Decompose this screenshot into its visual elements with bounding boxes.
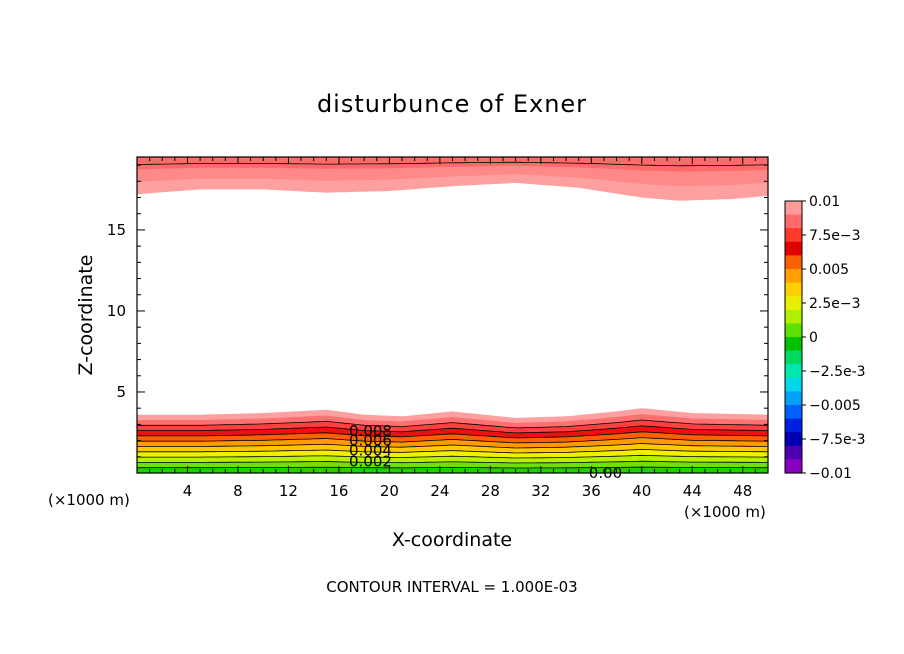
x-unit-right: (×1000 m) (684, 503, 766, 521)
colorbar-swatch (785, 323, 802, 338)
colorbar-swatch (785, 391, 802, 406)
colorbar-swatch (785, 214, 802, 229)
x-tick-label: 8 (233, 482, 243, 500)
x-tick-label: 32 (531, 482, 550, 500)
contour-fills (137, 157, 768, 473)
colorbar-label: −0.005 (809, 398, 861, 414)
x-unit-left: (×1000 m) (48, 491, 130, 509)
x-axis-ticks: 4 8 12 16 20 24 28 32 36 40 44 48 (149, 157, 756, 500)
contour-label: 0.008 (349, 422, 392, 440)
top-contour-band (137, 157, 768, 172)
y-axis-ticks: 5 10 15 (107, 164, 768, 458)
x-tick-label: 16 (329, 482, 348, 500)
colorbar-swatch (785, 269, 802, 284)
bottom-contour-line (137, 466, 768, 469)
colorbar: 0.01 7.5e−3 0.005 2.5e−3 0 −2.5e-3 −0.005 −7.5e… (784, 194, 866, 482)
x-tick-label: 44 (683, 482, 702, 500)
colorbar-swatch (785, 201, 802, 216)
top-contour-line (137, 161, 768, 167)
colorbar-label: 7.5e−3 (809, 228, 861, 244)
x-tick-label: 20 (380, 482, 399, 500)
contour-label: 0.002 (349, 453, 392, 471)
chart-title: disturbunce of Exner (317, 90, 587, 118)
colorbar-swatch (785, 241, 802, 256)
colorbar-swatch (785, 418, 802, 433)
colorbar-label: −0.01 (809, 466, 852, 482)
contour-label: 0.004 (349, 441, 392, 459)
x-tick-label: 12 (279, 482, 298, 500)
colorbar-swatch (785, 282, 802, 297)
colorbar-swatch (785, 459, 802, 474)
colorbar-swatch (785, 255, 802, 270)
bottom-contour-line (137, 425, 768, 434)
bottom-contour-line (137, 443, 768, 449)
x-tick-label: 28 (481, 482, 500, 500)
bottom-contour-line (137, 419, 768, 429)
contour-lines (137, 161, 768, 469)
y-axis-label: Z-coordinate (75, 255, 97, 376)
x-axis-label: X-coordinate (392, 529, 512, 551)
colorbar-swatch (785, 405, 802, 420)
bottom-contour-line (137, 437, 768, 444)
colorbar-label: −7.5e-3 (809, 432, 866, 448)
x-tick-label: 4 (183, 482, 193, 500)
x-tick-label: 48 (733, 482, 752, 500)
colorbar-swatch (785, 377, 802, 392)
bottom-contour-line (137, 431, 768, 439)
bottom-contour-line (137, 448, 768, 454)
colorbar-swatch (785, 296, 802, 311)
colorbar-label: −2.5e-3 (809, 364, 866, 380)
x-tick-label: 36 (582, 482, 601, 500)
contour-interval-note: CONTOUR INTERVAL = 1.000E-03 (326, 578, 577, 596)
colorbar-label: 0 (809, 330, 818, 346)
contour-label: 0.006 (349, 432, 392, 450)
y-tick-label: 5 (116, 383, 126, 401)
colorbar-swatch (785, 364, 802, 379)
y-tick-label: 10 (107, 302, 126, 320)
colorbar-swatch (785, 432, 802, 447)
colorbar-swatch (785, 309, 802, 324)
colorbar-label: 0.005 (809, 262, 849, 278)
bottom-contour-line (137, 454, 768, 459)
y-tick-label: 15 (107, 221, 126, 239)
colorbar-label: 2.5e−3 (809, 296, 861, 312)
colorbar-swatch (785, 228, 802, 243)
bottom-contour-line (137, 460, 768, 464)
x-tick-label: 24 (430, 482, 449, 500)
colorbar-swatch (785, 445, 802, 460)
x-tick-label: 40 (632, 482, 651, 500)
colorbar-swatch (785, 337, 802, 352)
colorbar-swatch (785, 350, 802, 365)
colorbar-label: 0.01 (809, 194, 840, 210)
